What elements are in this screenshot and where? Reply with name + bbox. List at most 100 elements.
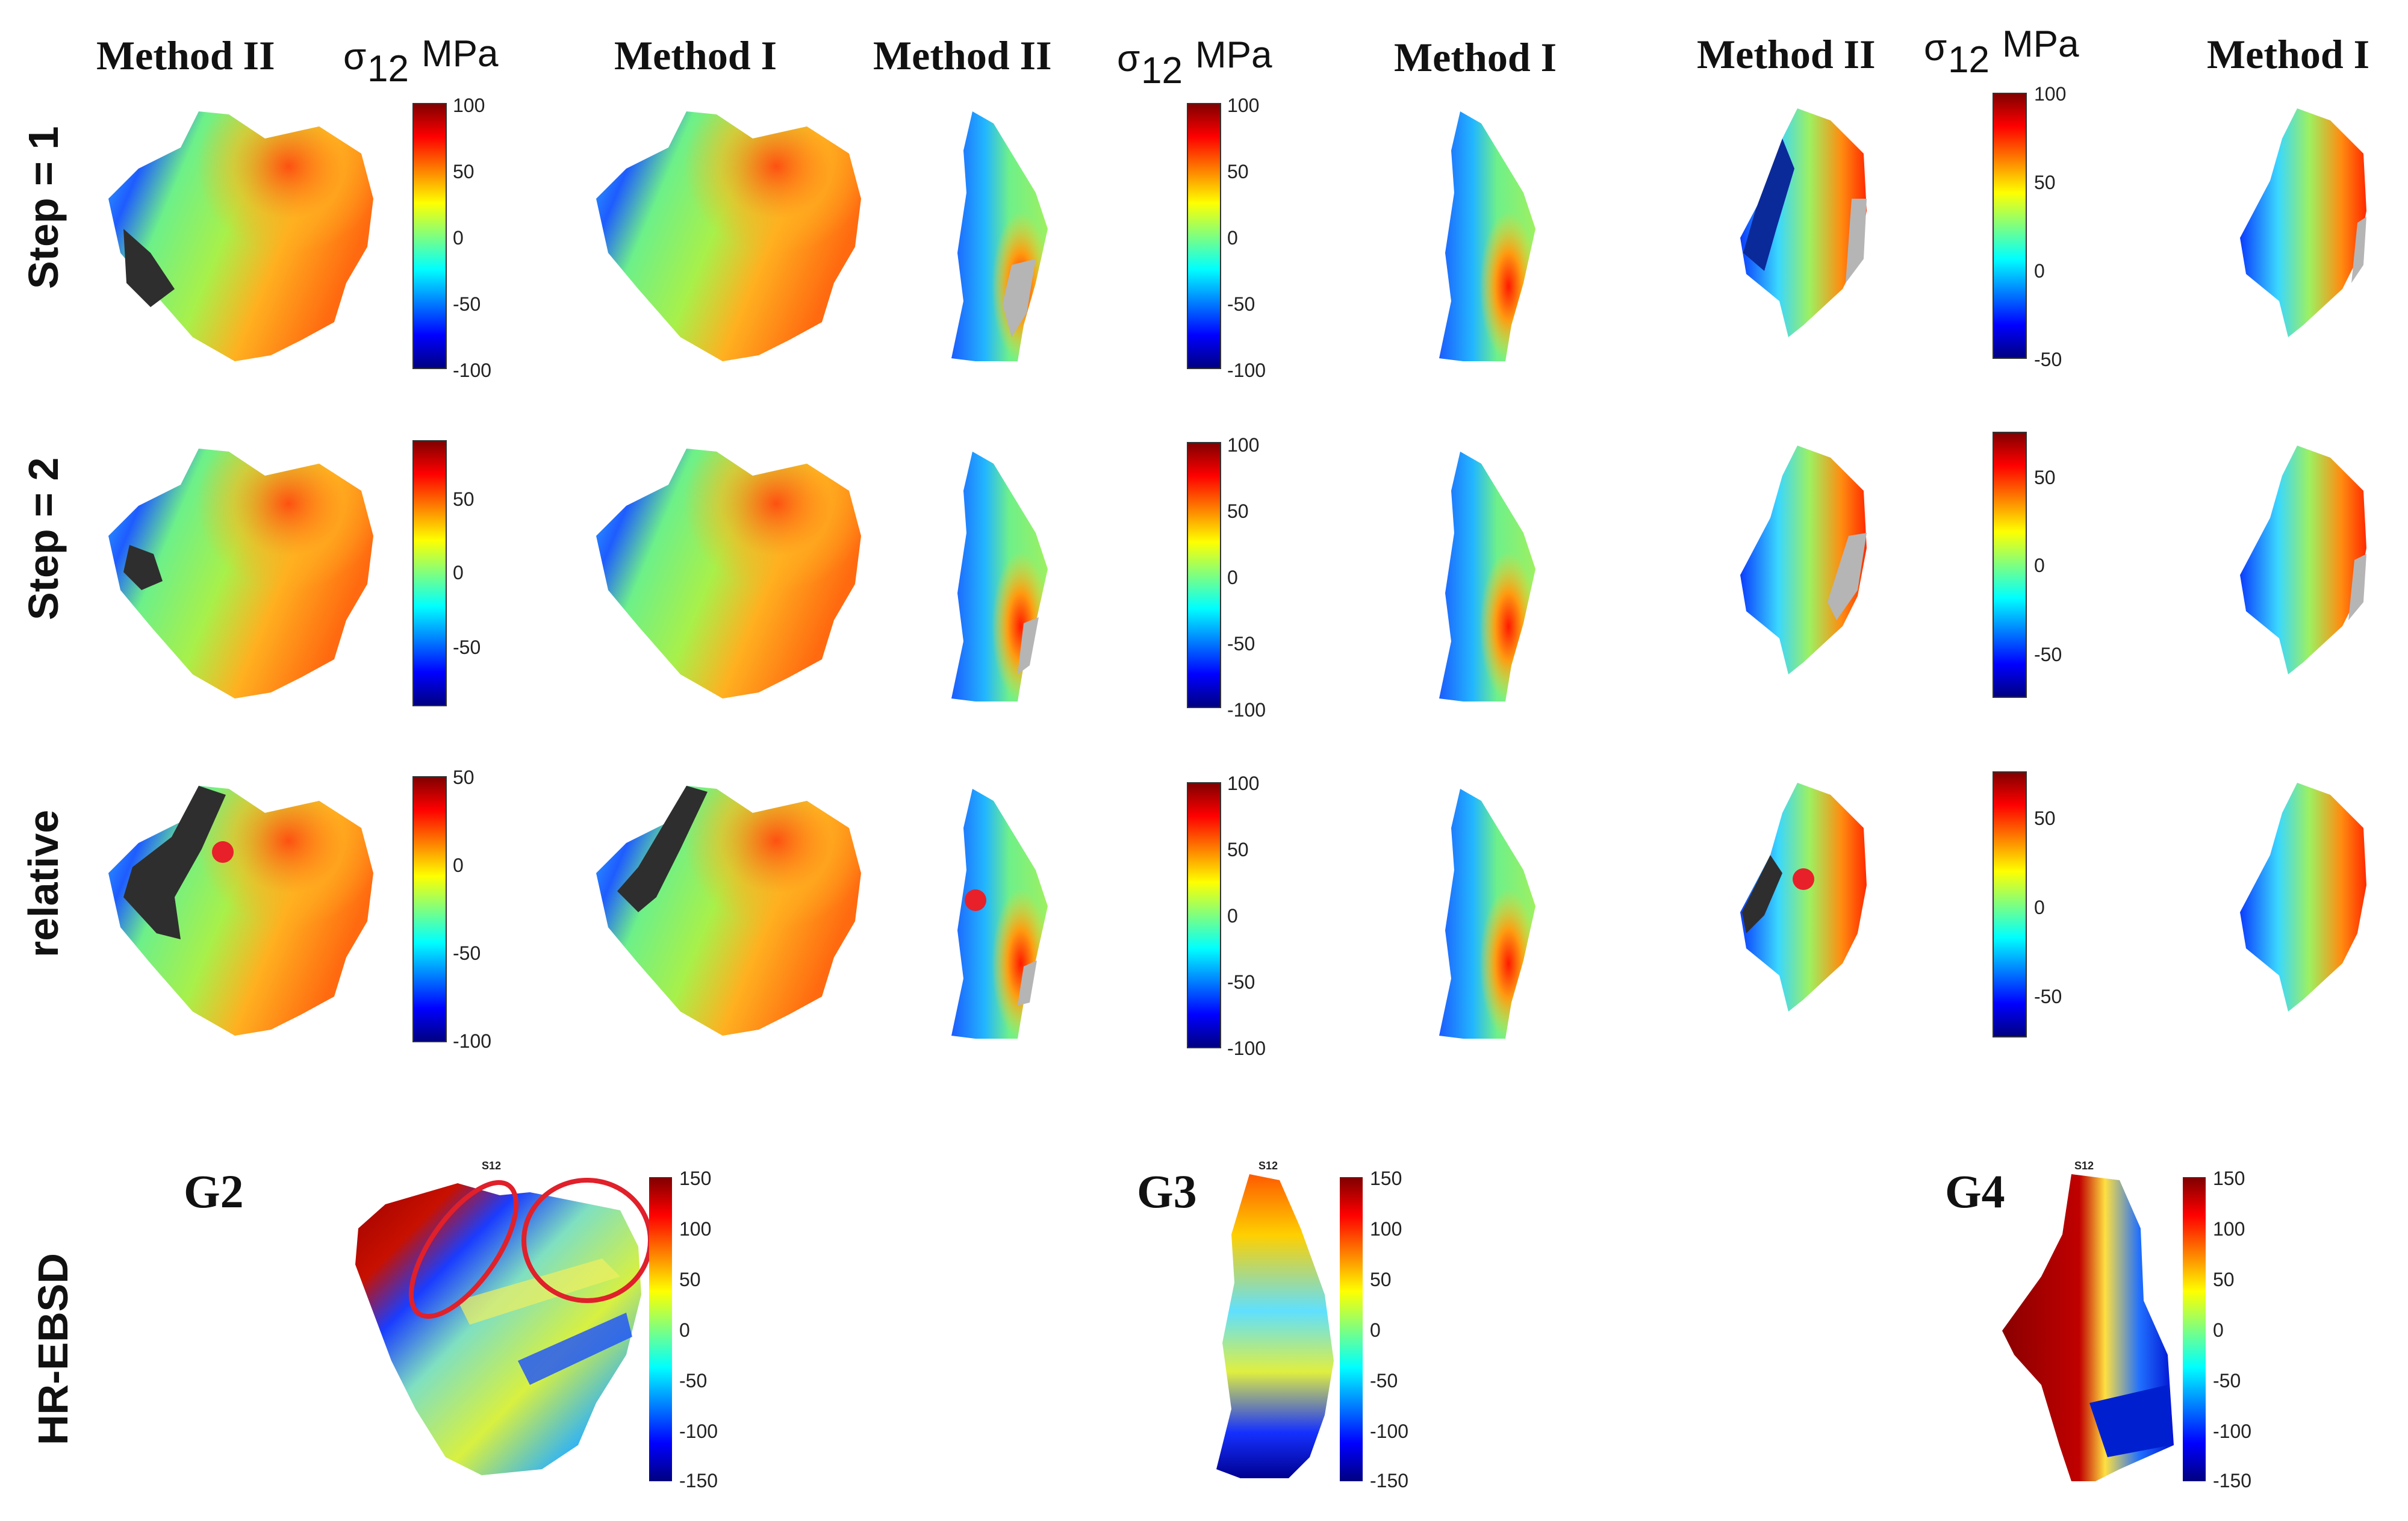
hrebsd-row: G2 G3 G4 S12 150 100 50 0 -50 -100 -150 … — [184, 1160, 2251, 1491]
tick-labels: 150 100 50 0 -50 -100 -150 — [679, 1168, 718, 1491]
map-g3-step1-method2 — [951, 111, 1048, 361]
tick-label: -100 — [1227, 699, 1266, 721]
map-g3-step2-method2 — [951, 452, 1048, 701]
colorbar-g3-step1: 100 50 0 -50 -100 — [1187, 95, 1266, 381]
map-g4-step1-method2 — [1740, 108, 1867, 337]
tick-label: 0 — [1370, 1319, 1381, 1341]
panel-title: S12 — [1258, 1160, 1278, 1172]
header-sigma-g3: σ 12 MPa — [1117, 34, 1272, 92]
tick-label: -50 — [453, 942, 481, 964]
g4-maps — [1740, 108, 2366, 1012]
map-g3-relative-method1 — [1439, 789, 1535, 1039]
map-g2-relative-method2 — [108, 786, 373, 1036]
map-g3-relative-method2 — [951, 789, 1048, 1039]
tick-label: 50 — [2034, 807, 2056, 829]
tick-label: 100 — [2213, 1218, 2245, 1240]
row-label-step1: Step = 1 — [20, 126, 67, 289]
row-label-step2: Step = 2 — [20, 458, 67, 620]
row-labels: Step = 1 Step = 2 relative HR-EBSD — [20, 126, 76, 1445]
tick-label: -50 — [453, 293, 481, 315]
colorbar-g4-relative: 50 0 -50 — [1993, 771, 2062, 1037]
sigma-unit: MPa — [422, 33, 499, 75]
row-label-relative: relative — [20, 810, 67, 957]
tick-label: 0 — [679, 1319, 690, 1341]
tick-label: -50 — [1370, 1370, 1398, 1392]
hrebsd-map-g2: S12 150 100 50 0 -50 -100 -150 — [355, 1160, 718, 1491]
map-g2-step1-method1 — [596, 111, 861, 361]
sigma-unit: MPa — [2002, 23, 2079, 65]
tick-label: 0 — [1227, 567, 1238, 588]
tick-label: 150 — [679, 1168, 711, 1189]
tick-label: 0 — [2213, 1319, 2224, 1341]
tick-label: 0 — [453, 854, 464, 876]
tick-labels: 50 0 -50 — [2034, 807, 2062, 1007]
tick-label: 0 — [2034, 897, 2045, 918]
tick-labels: 150 100 50 0 -50 -100 -150 — [1370, 1168, 1408, 1491]
tick-label: -50 — [2034, 986, 2062, 1007]
tick-labels: 100 50 0 -50 -100 — [1227, 434, 1266, 721]
header-method2-g2: Method II — [96, 33, 275, 78]
tick-label: -100 — [453, 359, 491, 381]
header-method1-g2: Method I — [614, 33, 777, 78]
tick-label: -150 — [1370, 1470, 1408, 1491]
hrebsd-map-g4: S12 150 100 50 0 -50 -100 -150 — [2002, 1160, 2251, 1491]
panel-title: S12 — [482, 1160, 501, 1172]
header-method1-g4: Method I — [2207, 31, 2369, 77]
tick-label: 0 — [453, 227, 464, 249]
sigma-subscript: 12 — [367, 48, 409, 90]
colorbar-g2-relative: 50 0 -50 -100 — [412, 767, 491, 1052]
tick-label: 100 — [453, 95, 485, 116]
tick-labels: 100 50 0 -50 -100 — [1227, 773, 1266, 1059]
g3-maps — [951, 111, 1535, 1039]
tick-label: 150 — [1370, 1168, 1402, 1189]
tick-label: -150 — [2213, 1470, 2251, 1491]
tick-label: 50 — [1227, 839, 1249, 860]
header-method2-g4: Method II — [1697, 31, 1876, 77]
tick-label: 0 — [1227, 905, 1238, 927]
marker-dot — [965, 889, 986, 911]
tick-label: 50 — [453, 161, 474, 182]
map-g4-step2-method1 — [2240, 446, 2366, 674]
sigma-unit: MPa — [1195, 34, 1272, 76]
sigma-symbol: σ — [1924, 27, 1947, 69]
tick-labels: 100 50 0 -50 -100 — [1227, 95, 1266, 381]
tick-label: -100 — [1227, 1037, 1266, 1059]
colorbar-g2-step1: 100 50 0 -50 -100 — [412, 95, 491, 381]
tick-label: 100 — [1227, 95, 1259, 116]
map-g2-step1-method2 — [108, 111, 373, 361]
map-g2-step2-method2 — [108, 449, 373, 698]
tick-label: 50 — [1227, 161, 1249, 182]
tick-label: 100 — [1227, 773, 1259, 794]
hrebsd-map-g3: S12 150 100 50 0 -50 -100 -150 — [1216, 1160, 1408, 1491]
tick-label: -100 — [1227, 359, 1266, 381]
tick-label: -50 — [679, 1370, 707, 1392]
tick-label: -50 — [1227, 971, 1255, 993]
map-g2-step2-method1 — [596, 449, 861, 698]
colorbar-g4-step2: 50 0 -50 — [1993, 432, 2062, 698]
tick-label: 100 — [1370, 1218, 1402, 1240]
tick-label: 100 — [2034, 83, 2066, 105]
tick-label: -50 — [2213, 1370, 2241, 1392]
tick-labels: 50 0 -50 — [2034, 467, 2062, 665]
panel-title: S12 — [2074, 1160, 2094, 1172]
tick-labels: 150 100 50 0 -50 -100 -150 — [2213, 1168, 2251, 1491]
tick-label: -50 — [453, 636, 481, 658]
tick-label: 50 — [2213, 1269, 2235, 1290]
g2-maps — [108, 111, 861, 1036]
tick-label: 0 — [2034, 555, 2045, 576]
tick-label: 50 — [453, 767, 474, 788]
sigma-symbol: σ — [343, 36, 366, 78]
tick-label: -50 — [1227, 633, 1255, 655]
tick-label: 100 — [1227, 434, 1259, 456]
column-headers: Method II σ 12 MPa Method I Method II σ … — [96, 23, 2369, 92]
tick-label: 50 — [453, 488, 474, 510]
tick-label: -100 — [453, 1030, 491, 1052]
header-method2-g3: Method II — [873, 33, 1052, 78]
grain-label-g3: G3 — [1137, 1165, 1197, 1218]
tick-label: 50 — [2034, 467, 2056, 488]
tick-labels: 50 0 -50 -100 — [453, 767, 491, 1052]
tick-label: 50 — [1370, 1269, 1392, 1290]
sigma-symbol: σ — [1117, 38, 1140, 79]
colorbar-g3-relative: 100 50 0 -50 -100 — [1187, 773, 1266, 1059]
